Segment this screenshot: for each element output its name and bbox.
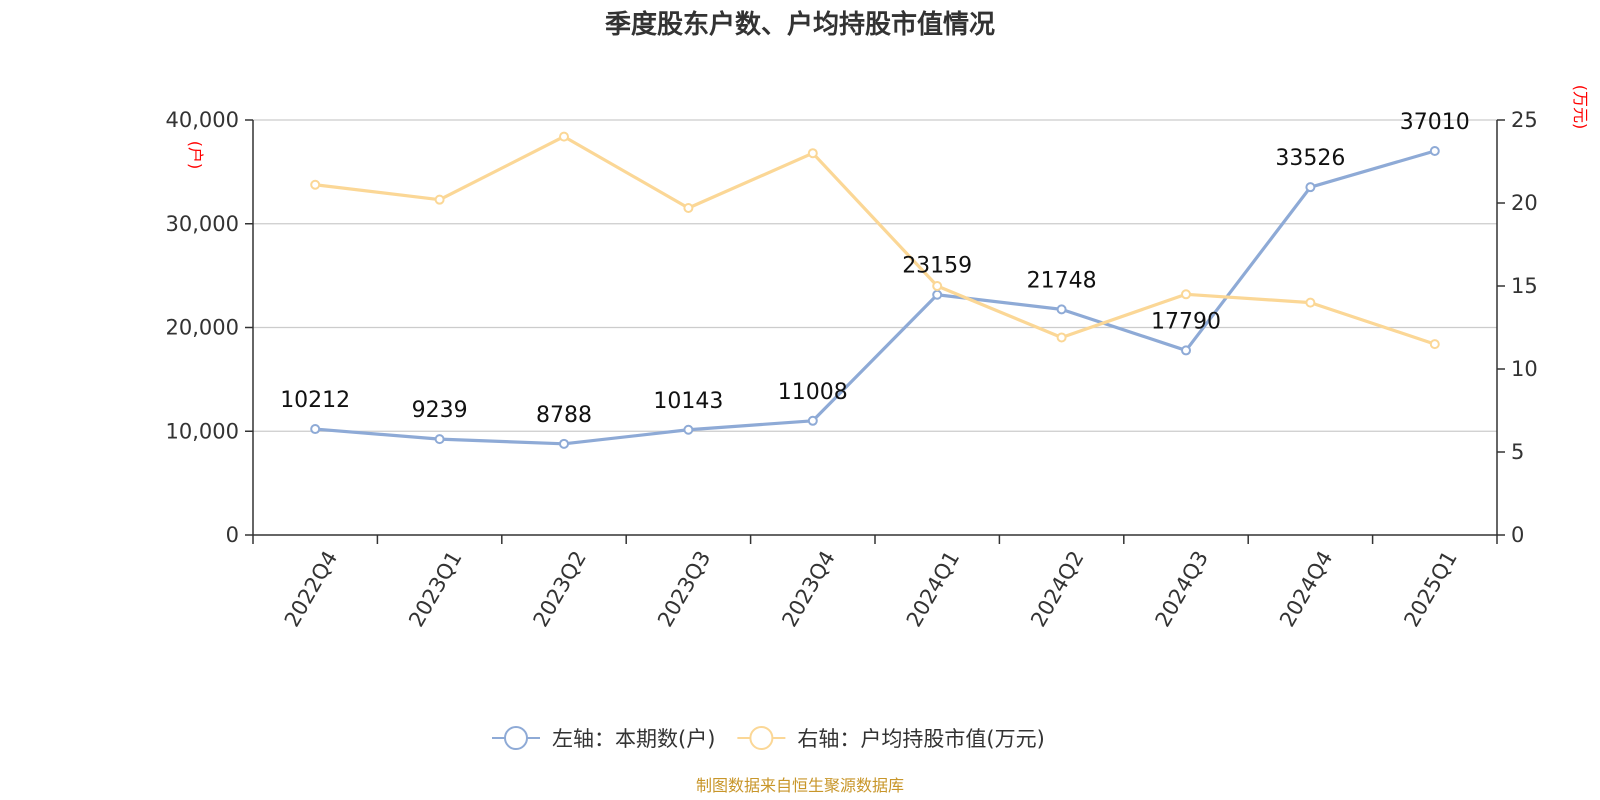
- data-point: [1429, 339, 1440, 350]
- data-point: [1429, 146, 1440, 157]
- data-labels: 10212 9239 8788 10143 11008 23159 21748 17790 33…: [280, 110, 1470, 428]
- x-axis-tick-label: 2024Q1: [902, 547, 964, 631]
- series-line-1: [315, 135, 1436, 346]
- x-axis-tick-label: 2022Q4: [280, 547, 342, 631]
- data-point: [310, 179, 321, 190]
- chart-title: 季度股东户数、户均持股市值情况: [604, 10, 995, 40]
- left-axis-tick-label: 30,000: [166, 212, 239, 236]
- data-point: [683, 202, 694, 213]
- x-axis-tick-label: 2023Q4: [777, 547, 839, 631]
- left-axis-tick-label: 20,000: [166, 316, 239, 340]
- legend-marker: [749, 726, 774, 750]
- x-axis-tick-label: 2024Q3: [1151, 547, 1213, 631]
- left-axis-unit: (户): [186, 141, 205, 170]
- data-label: 37010: [1400, 110, 1470, 135]
- data-label: 21748: [1027, 268, 1097, 293]
- x-axis-tick-label: 2024Q4: [1275, 547, 1337, 631]
- data-point: [434, 194, 445, 205]
- data-point: [1305, 297, 1316, 308]
- data-point: [1305, 182, 1316, 193]
- grid-lines: [253, 119, 1497, 432]
- right-axis-tick-label: 25: [1511, 108, 1538, 132]
- data-label: 23159: [902, 254, 972, 279]
- data-label: 10143: [653, 389, 723, 414]
- x-axis-tick-label: 2025Q1: [1399, 547, 1461, 631]
- left-axis-tick-label: 40,000: [166, 108, 239, 132]
- data-label: 9239: [412, 398, 468, 423]
- series-points: [310, 131, 1440, 449]
- data-label: 8788: [536, 403, 592, 428]
- data-source-note: 制图数据来自恒生聚源数据库: [695, 776, 904, 795]
- x-axis-tick-label: 2023Q3: [653, 547, 715, 631]
- right-axis-tick-label: 10: [1511, 357, 1538, 381]
- data-point: [1181, 289, 1191, 300]
- series-lines: [315, 135, 1436, 446]
- data-label: 10212: [280, 388, 350, 413]
- left-axis-tick-label: 10,000: [166, 419, 239, 443]
- right-axis-tick-label: 20: [1511, 191, 1538, 215]
- data-point: [559, 438, 569, 449]
- right-axis-tick-label: 0: [1511, 523, 1524, 547]
- legend: 左轴：本期数(户) 右轴：户均持股市值(万元): [492, 726, 1045, 751]
- data-point: [559, 131, 569, 142]
- right-axis-unit: (万元): [1571, 85, 1590, 130]
- right-axis-tick-label: 15: [1511, 274, 1538, 298]
- data-point: [932, 281, 943, 291]
- legend-item-label: 左轴：本期数(户): [552, 727, 715, 751]
- x-axis-tick-label: 2023Q2: [529, 547, 591, 631]
- data-point: [683, 424, 694, 435]
- series-line-0: [315, 149, 1436, 446]
- data-point: [932, 289, 943, 300]
- data-point: [1056, 332, 1067, 343]
- data-label: 33526: [1275, 146, 1345, 171]
- x-axis-tick-label: 2024Q2: [1026, 547, 1088, 631]
- data-point: [434, 434, 445, 445]
- data-label: 17790: [1151, 309, 1221, 334]
- x-axis-tick-label: 2023Q1: [404, 547, 466, 631]
- data-point: [1056, 304, 1067, 315]
- data-point: [807, 148, 818, 159]
- legend-item-label: 右轴：户均持股市值(万元): [797, 727, 1044, 751]
- left-axis-tick-label: 0: [226, 523, 239, 547]
- data-point: [310, 424, 321, 435]
- data-label: 11008: [778, 380, 848, 405]
- data-point: [807, 415, 818, 426]
- legend-marker: [504, 726, 528, 750]
- data-point: [1181, 345, 1191, 356]
- right-axis-tick-label: 5: [1511, 440, 1524, 464]
